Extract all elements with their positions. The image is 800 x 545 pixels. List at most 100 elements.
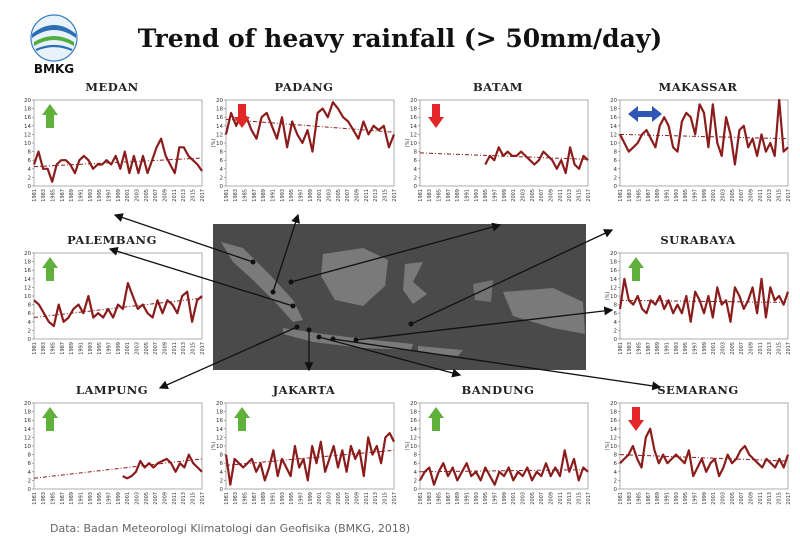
y-tick-label: 18 <box>216 107 223 113</box>
y-tick-label: 4 <box>28 167 32 173</box>
chart-title: PADANG <box>274 80 334 94</box>
y-tick-label: 16 <box>24 115 31 121</box>
series-line <box>419 449 589 486</box>
chart-plot: 0 2 4 6 8 10 12 14 16 18 20 (%) 1981 1983 1985 1987 1989… <box>405 98 592 202</box>
trend-up-arrow-icon <box>42 257 58 281</box>
x-tick-label: 2003 <box>720 342 726 355</box>
y-tick-label: 20 <box>410 401 417 407</box>
map-point-jakarta <box>306 327 312 333</box>
x-tick-label: 1993 <box>88 342 94 355</box>
y-tick-label: 6 <box>28 311 32 317</box>
x-tick-label: 1987 <box>252 189 258 202</box>
x-tick-label: 2001 <box>317 189 323 202</box>
trend-up-arrow-icon <box>42 104 58 128</box>
x-tick-label: 1981 <box>618 342 624 355</box>
y-tick-label: 18 <box>24 410 31 416</box>
y-tick-label: 10 <box>24 141 31 147</box>
y-tick-label: 6 <box>414 158 418 164</box>
chart-palembang: PALEMBANG 0 2 4 6 8 10 12 14 16 18 20 1981 1983 1985 1… <box>18 233 206 363</box>
x-tick-label: 1997 <box>106 492 112 505</box>
y-tick-label: 14 <box>24 277 31 283</box>
x-tick-label: 1997 <box>492 492 498 505</box>
y-tick-label: 18 <box>216 410 223 416</box>
y-tick-label: 16 <box>24 418 31 424</box>
y-tick-label: 12 <box>24 132 31 138</box>
x-tick-label: 1997 <box>298 189 304 202</box>
x-tick-label: 1985 <box>636 492 642 505</box>
x-tick-label: 2009 <box>548 189 554 202</box>
bmkg-logo-icon <box>30 14 78 62</box>
chart-title: BATAM <box>472 80 524 94</box>
chart-plot: 0 2 4 6 8 10 12 14 16 18 20 (%) 1981 1983 1985 1987 1989… <box>211 98 398 202</box>
x-tick-label: 1993 <box>280 492 286 505</box>
x-tick-label: 2001 <box>711 189 717 202</box>
x-tick-label: 1989 <box>455 189 461 202</box>
y-tick-label: 10 <box>24 444 31 450</box>
y-tick-label: 2 <box>614 328 618 334</box>
x-tick-label: 2009 <box>162 342 168 355</box>
series-line <box>224 431 395 486</box>
x-tick-label: 2017 <box>392 492 398 505</box>
x-tick-label: 1987 <box>60 342 66 355</box>
y-tick-label: 0 <box>220 184 224 190</box>
plot-frame <box>33 99 203 187</box>
x-tick-label: 2003 <box>720 492 726 505</box>
x-tick-label: 1999 <box>502 492 508 505</box>
x-tick-label: 2015 <box>776 492 782 505</box>
x-tick-label: 1993 <box>674 492 680 505</box>
trend-line <box>225 449 395 466</box>
chart-title: MEDAN <box>85 80 139 94</box>
x-tick-label: 1999 <box>116 492 122 505</box>
y-tick-label: 2 <box>220 175 224 181</box>
chart-jakarta: JAKARTA 0 2 4 6 8 10 12 14 16 18 20 (%) 1981 1983 1985… <box>210 383 398 513</box>
y-tick-label: 4 <box>614 320 618 326</box>
x-tick-label: 2001 <box>317 492 323 505</box>
y-tick-label: 8 <box>414 150 418 156</box>
y-tick-label: 10 <box>216 141 223 147</box>
y-tick-label: 4 <box>414 470 418 476</box>
x-tick-label: 1989 <box>261 492 267 505</box>
y-tick-label: 12 <box>24 285 31 291</box>
trend-line <box>225 118 395 133</box>
indonesia-map <box>213 224 586 370</box>
x-tick-label: 1989 <box>69 189 75 202</box>
trend-line <box>619 133 789 140</box>
x-tick-label: 2011 <box>558 189 564 202</box>
x-tick-label: 1993 <box>674 342 680 355</box>
x-tick-label: 2009 <box>748 189 754 202</box>
y-tick-label: 2 <box>414 175 418 181</box>
x-tick-label: 2003 <box>326 492 332 505</box>
x-tick-label: 2017 <box>200 492 206 505</box>
y-tick-label: 4 <box>414 167 418 173</box>
x-tick-label: 2017 <box>586 492 592 505</box>
x-tick-label: 2007 <box>539 492 545 505</box>
x-tick-label: 2007 <box>153 342 159 355</box>
x-tick-label: 2015 <box>190 189 196 202</box>
x-tick-label: 1999 <box>502 189 508 202</box>
x-tick-label: 1991 <box>78 492 84 505</box>
y-tick-label: 8 <box>614 303 618 309</box>
x-tick-label: 2015 <box>382 492 388 505</box>
trend-up-arrow-icon <box>628 257 644 281</box>
x-tick-label: 1989 <box>655 492 661 505</box>
x-tick-label: 2009 <box>162 189 168 202</box>
x-tick-label: 1985 <box>436 189 442 202</box>
y-tick-label: 8 <box>220 150 224 156</box>
x-tick-label: 1999 <box>702 342 708 355</box>
y-tick-label: 18 <box>24 260 31 266</box>
y-tick-label: 8 <box>220 453 224 459</box>
y-tick-label: 0 <box>220 487 224 493</box>
x-tick-label: 2001 <box>125 342 131 355</box>
x-tick-label: 2017 <box>586 189 592 202</box>
y-tick-label: 6 <box>614 158 618 164</box>
y-tick-label: 14 <box>610 277 617 283</box>
x-tick-label: 1983 <box>627 189 633 202</box>
x-tick-label: 1987 <box>446 189 452 202</box>
x-tick-label: 2007 <box>739 342 745 355</box>
y-tick-label: 0 <box>614 487 618 493</box>
y-tick-label: 10 <box>24 294 31 300</box>
y-tick-label: 16 <box>410 115 417 121</box>
chart-title: MAKASSAR <box>658 80 738 94</box>
